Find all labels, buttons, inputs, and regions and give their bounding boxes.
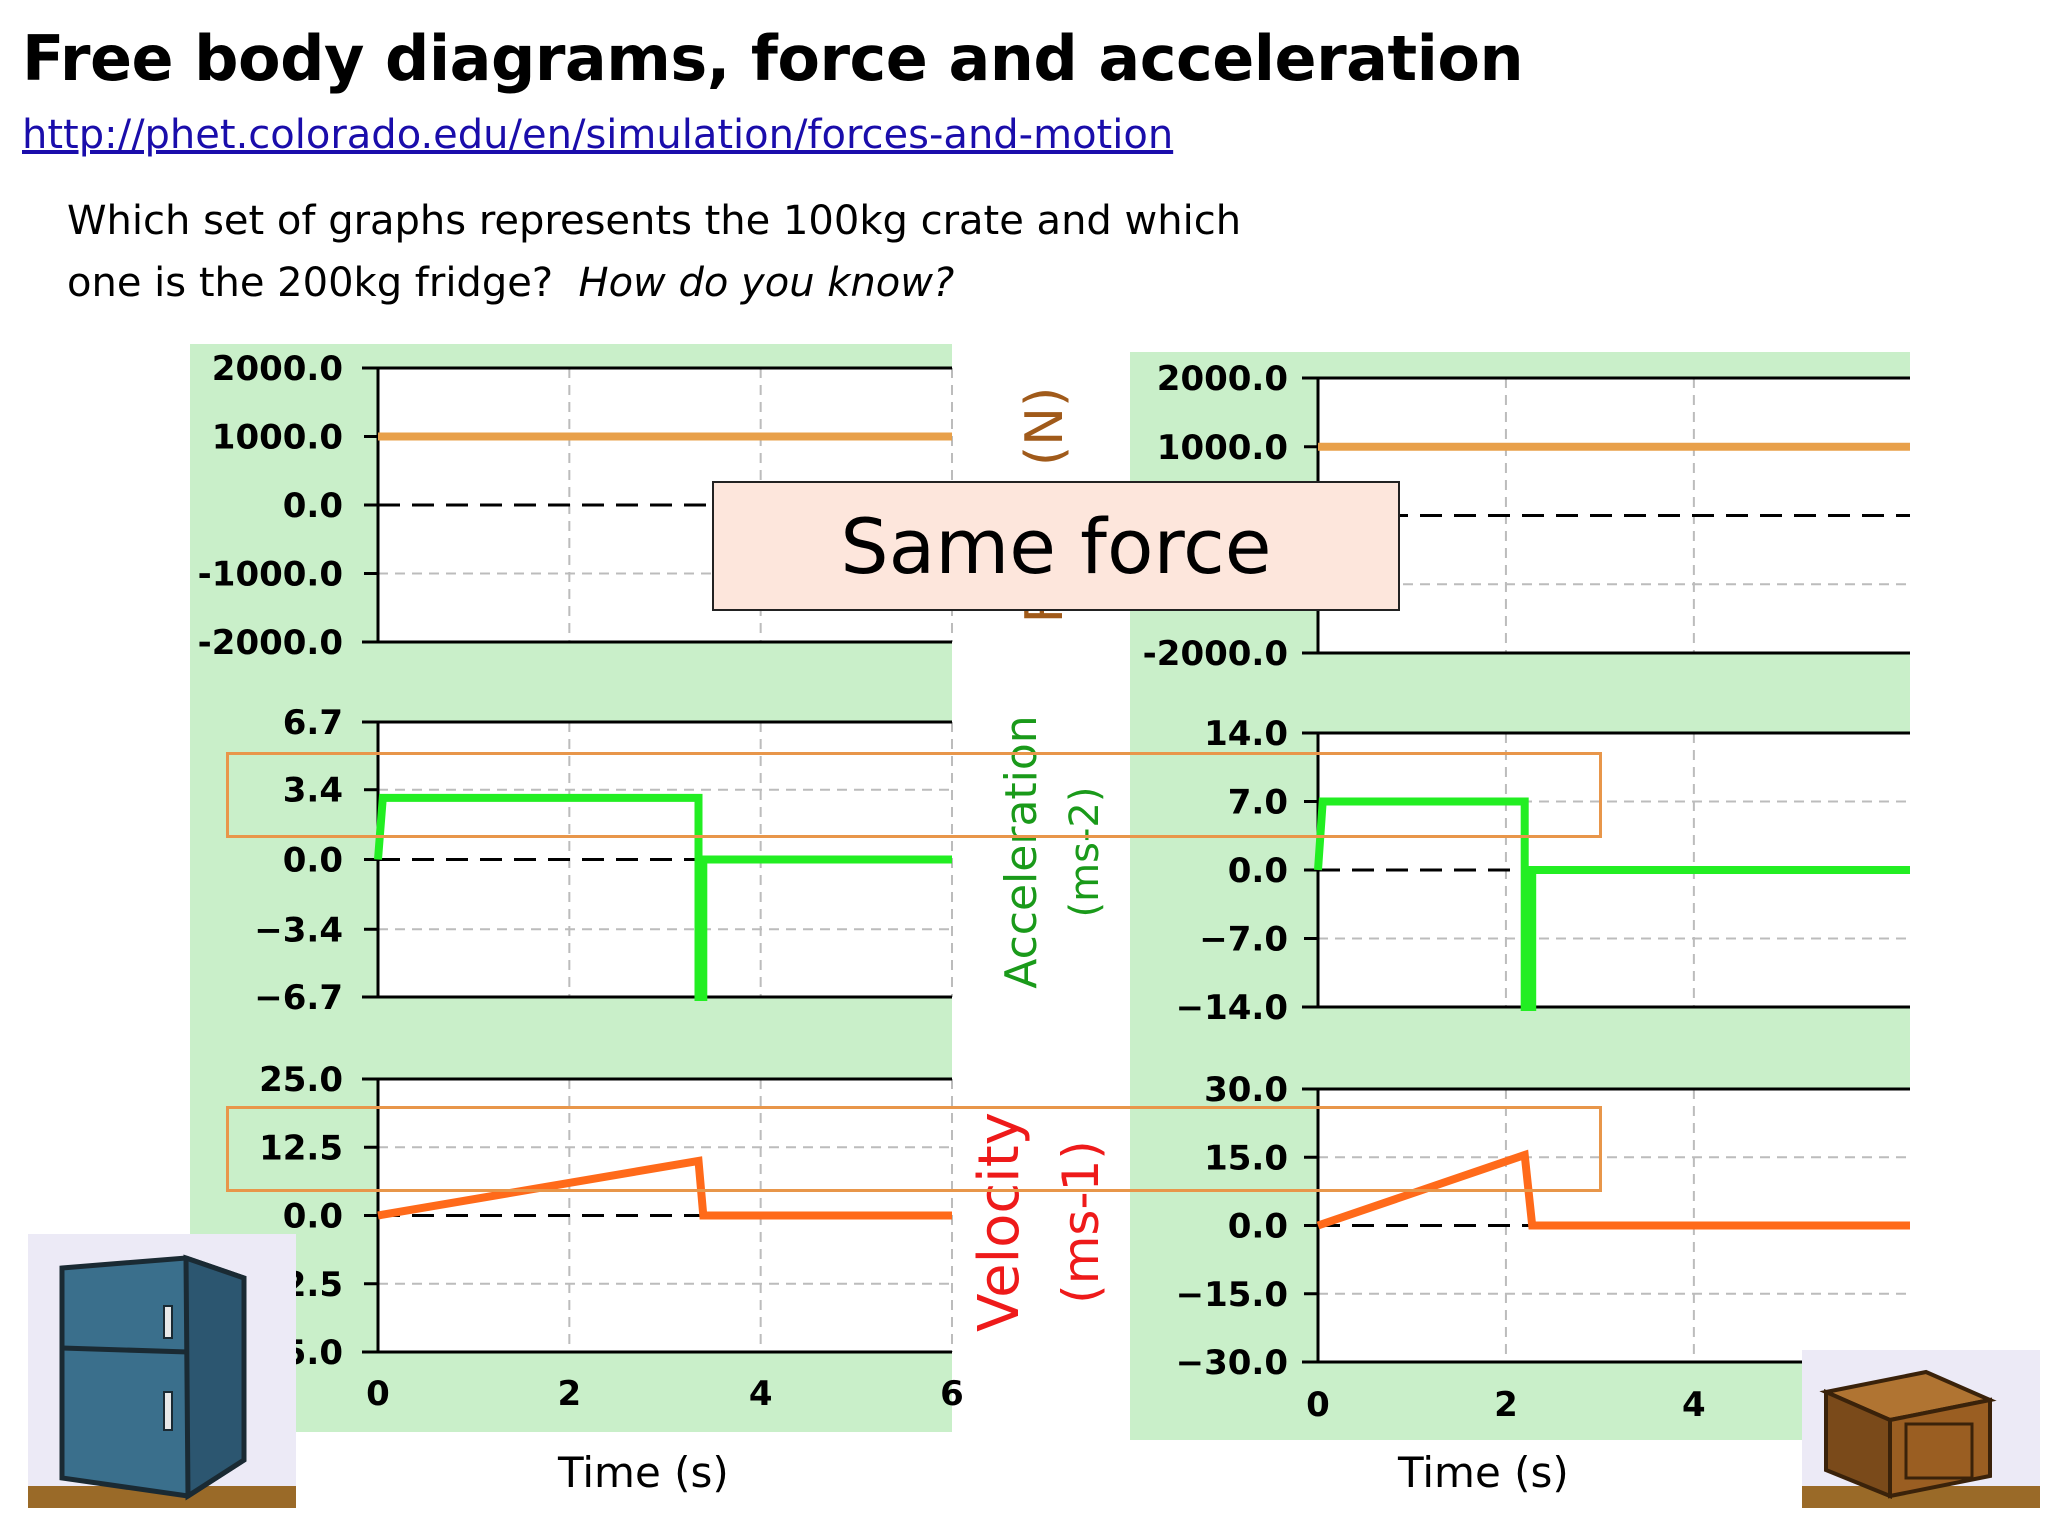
crate-icon-floor	[1802, 1486, 2040, 1508]
crate-icon-panel	[1904, 1422, 1974, 1480]
acceleration-highlight	[226, 752, 1602, 838]
left-force-y-tick-label: 1000.0	[212, 418, 343, 458]
velocity-axis-unit: (ms-1)	[1052, 1140, 1110, 1304]
velocity-highlight	[226, 1106, 1602, 1192]
fridge-icon-side	[183, 1254, 247, 1501]
right-acceleration-y-tick-label: −14.0	[1176, 988, 1288, 1028]
left-acceleration-y-tick-label: −3.4	[254, 910, 343, 950]
right-velocity-y-tick-label: −15.0	[1176, 1275, 1288, 1315]
right-velocity-y-tick-label: −30.0	[1176, 1343, 1288, 1383]
left-x-tick-label: 6	[940, 1374, 964, 1414]
question-line-1: Which set of graphs represents the 100kg…	[67, 198, 1242, 244]
left-acceleration-y-tick-label: 0.0	[283, 841, 343, 881]
slide-title: Free body diagrams, force and accelerati…	[22, 22, 1524, 95]
right-x-tick-label: 0	[1306, 1385, 1330, 1425]
right-acceleration-y-tick-label: 7.0	[1228, 783, 1288, 823]
right-acceleration-y-tick-label: 14.0	[1204, 714, 1288, 754]
velocity-axis-title: Velocity	[967, 1112, 1032, 1332]
left-force-y-tick-label: 0.0	[283, 486, 343, 526]
left-acceleration-series-line	[374, 793, 952, 1001]
left-acceleration-y-tick-label: 3.4	[283, 771, 343, 811]
acceleration-axis-title: Acceleration	[996, 715, 1047, 988]
fridge-icon	[28, 1234, 296, 1508]
right-velocity-y-tick-label: 30.0	[1204, 1070, 1288, 1110]
left-acceleration-y-tick-label: 6.7	[283, 703, 343, 743]
fridge-icon-floor	[28, 1486, 296, 1508]
right-velocity-y-tick-label: 15.0	[1204, 1138, 1288, 1178]
crate-icon	[1802, 1350, 2040, 1508]
fridge-icon-handle-bottom	[163, 1391, 173, 1431]
question-text: one is the 200kg fridge?	[67, 260, 554, 306]
right-velocity-y-tick-label: 0.0	[1228, 1207, 1288, 1247]
left-force-y-tick-label: -1000.0	[198, 555, 343, 595]
right-x-axis-title: Time (s)	[1398, 1448, 1569, 1497]
right-acceleration-y-tick-label: 0.0	[1228, 851, 1288, 891]
left-velocity-series-line	[377, 1156, 952, 1220]
left-x-tick-label: 4	[749, 1374, 773, 1414]
question-prompt: How do you know?	[578, 260, 955, 306]
left-x-axis-title: Time (s)	[558, 1448, 729, 1497]
fridge-icon-door-split	[61, 1345, 189, 1355]
left-force-y-tick-label: -2000.0	[198, 623, 343, 663]
right-force-y-tick-label: -2000.0	[1143, 634, 1288, 674]
left-x-tick-label: 2	[557, 1374, 581, 1414]
left-velocity-y-tick-label: 12.5	[259, 1128, 343, 1168]
right-force-y-tick-label: 2000.0	[1157, 359, 1288, 399]
right-acceleration-series-line	[1314, 797, 1910, 1011]
phet-link[interactable]: http://phet.colorado.edu/en/simulation/f…	[22, 112, 1174, 158]
left-x-tick-label: 0	[366, 1374, 390, 1414]
left-force-y-tick-label: 2000.0	[212, 349, 343, 389]
right-force-y-tick-label: 1000.0	[1157, 428, 1288, 468]
left-velocity-y-tick-label: 25.0	[259, 1060, 343, 1100]
left-velocity-y-tick-label: 0.0	[283, 1197, 343, 1237]
acceleration-axis-unit: (ms-2)	[1062, 787, 1108, 918]
right-x-tick-label: 4	[1682, 1385, 1706, 1425]
same-force-callout: Same force	[712, 481, 1400, 611]
fridge-icon-handle-top	[163, 1305, 173, 1339]
right-x-tick-label: 2	[1494, 1385, 1518, 1425]
left-acceleration-y-tick-label: −6.7	[254, 978, 343, 1018]
right-acceleration-y-tick-label: −7.0	[1199, 920, 1288, 960]
question-line-2: one is the 200kg fridge? How do you know…	[67, 260, 954, 306]
